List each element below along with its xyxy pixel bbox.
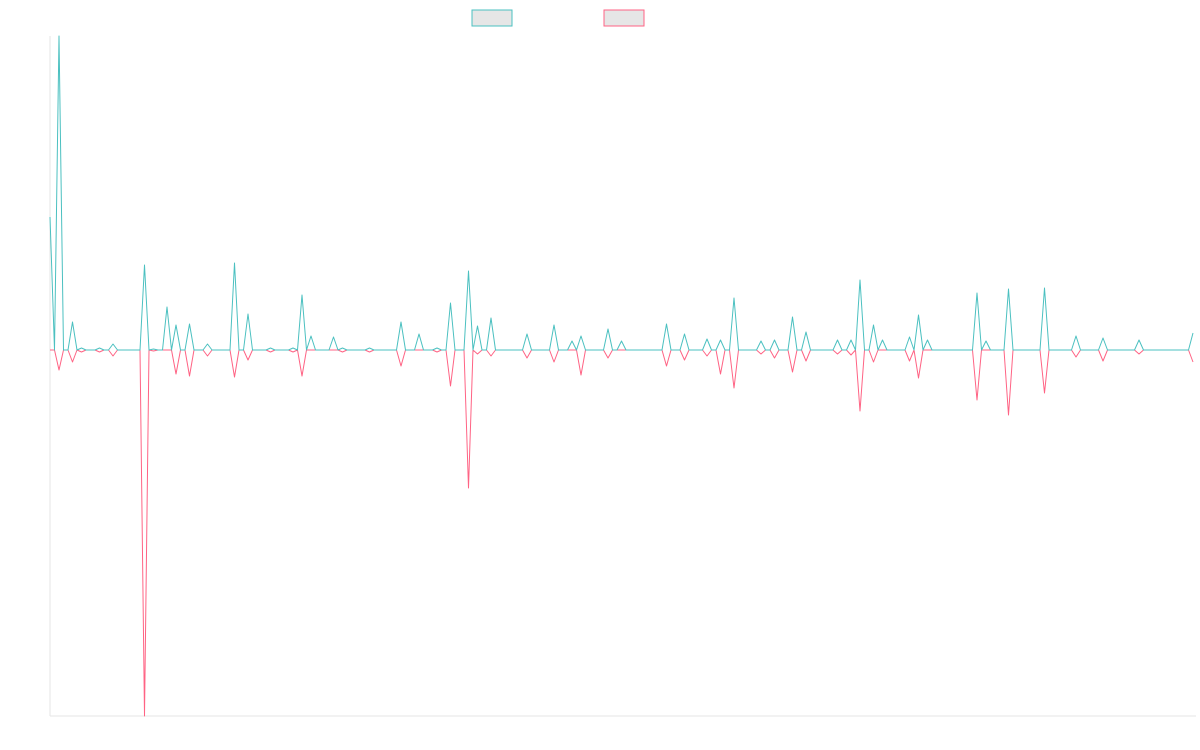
legend-swatch[interactable]	[471, 9, 513, 27]
line-series	[50, 349, 1194, 717]
line-series	[49, 35, 1194, 351]
legend-swatch[interactable]	[603, 9, 645, 27]
